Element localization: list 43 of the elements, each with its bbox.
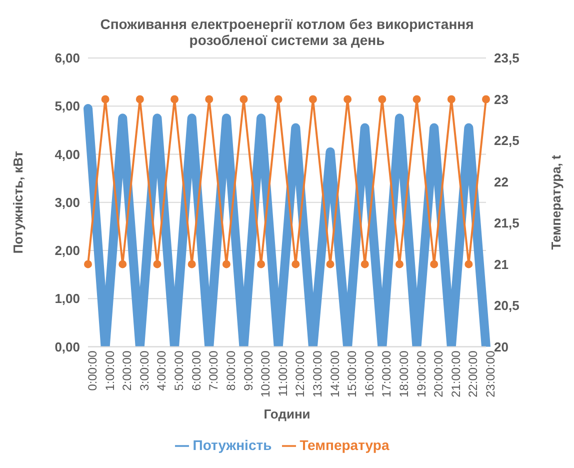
x-tick-label: 6:00:00	[189, 350, 204, 391]
y2-tick-label: 21,5	[494, 216, 520, 231]
y-tick-label: 2,00	[54, 243, 80, 258]
legend-label: Температура	[300, 436, 390, 453]
y2-tick-label: 23	[494, 92, 508, 107]
y2-axis-title: Температура, t	[548, 154, 564, 250]
y-tick-label: 6,00	[54, 50, 80, 66]
y2-tick-label: 22	[494, 174, 508, 190]
y2-tick-label: 22,5	[494, 133, 520, 148]
x-tick-label: 22:00:00	[466, 350, 480, 398]
x-tick-label: 4:00:00	[154, 350, 169, 391]
legend-label: Потужність	[192, 436, 272, 453]
y-axis-title: Потужність, кВт	[10, 151, 26, 254]
x-tick-label: 18:00:00	[397, 350, 411, 398]
y2-tick-label: 23,5	[494, 50, 520, 66]
y-tick-label: 4,00	[54, 146, 80, 162]
x-tick-label: 10:00:00	[258, 350, 273, 398]
x-tick-label: 7:00:00	[206, 350, 221, 391]
x-tick-label: 14:00:00	[328, 350, 342, 398]
x-tick-label: 12:00:00	[293, 350, 308, 398]
y-tick-label: 0,00	[54, 339, 80, 354]
x-tick-label: 15:00:00	[345, 350, 360, 398]
y2-tick-label: 20,5	[494, 298, 520, 314]
x-tick-label: 3:00:00	[137, 350, 152, 391]
x-axis-title: Години	[264, 406, 310, 422]
x-tick-label: 13:00:00	[310, 350, 324, 398]
x-tick-label: 8:00:00	[224, 350, 238, 391]
y2-tick-label: 21	[494, 256, 508, 272]
y-tick-label: 5,00	[54, 98, 80, 114]
x-tick-label: 16:00:00	[362, 350, 376, 398]
x-tick-label: 11:00:00	[276, 350, 290, 397]
y-tick-label: 1,00	[54, 291, 80, 306]
y-tick-label: 3,00	[54, 194, 80, 210]
x-tick-label: 5:00:00	[172, 350, 186, 391]
x-tick-label: 17:00:00	[380, 350, 394, 398]
x-tick-label: 9:00:00	[241, 350, 256, 391]
x-tick-label: 1:00:00	[102, 350, 117, 391]
x-tick-label: 20:00:00	[432, 350, 446, 398]
x-tick-label: 0:00:00	[86, 350, 100, 391]
x-tick-label: 19:00:00	[414, 350, 428, 398]
x-tick-label: 21:00:00	[448, 350, 463, 398]
x-tick-label: 2:00:00	[120, 350, 134, 391]
chart-title: Споживання електроенергії котлом без використання розобленої системи за день	[99, 15, 475, 48]
